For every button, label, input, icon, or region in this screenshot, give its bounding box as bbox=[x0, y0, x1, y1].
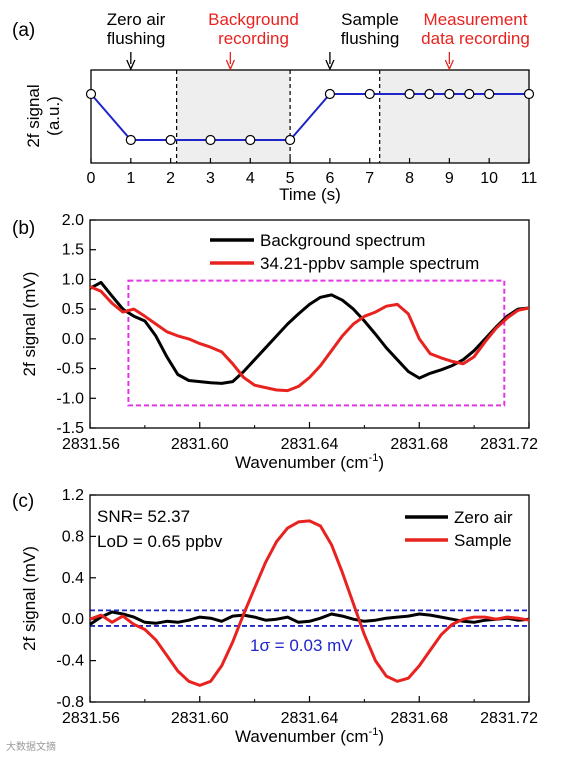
series-line-red bbox=[89, 285, 530, 393]
x-tick-label: 10 bbox=[480, 170, 498, 187]
y-axis-label-line1: 2f signal bbox=[24, 84, 43, 147]
x-axis-label: Wavenumber (cm-1) bbox=[235, 452, 384, 472]
annotation-arrow-head bbox=[444, 59, 454, 71]
y-tick-label: 0.0 bbox=[62, 331, 84, 348]
x-tick-label: 2831.56 bbox=[62, 436, 120, 453]
x-tick-label: 2831.60 bbox=[171, 436, 229, 453]
y-tick-label: 0.4 bbox=[62, 570, 84, 587]
x-tick-label: 2831.64 bbox=[281, 436, 339, 453]
data-point bbox=[284, 134, 296, 146]
annotation-arrow-head bbox=[126, 59, 136, 71]
x-axis-label-end: ) bbox=[378, 453, 384, 472]
x-tick-label: 4 bbox=[246, 170, 255, 187]
y-tick-label: 1.0 bbox=[62, 271, 84, 288]
x-axis-label-end: ) bbox=[378, 727, 384, 746]
x-tick-label: 2831.68 bbox=[390, 436, 448, 453]
x-axis-label-sup: -1 bbox=[369, 452, 379, 464]
highlight-box bbox=[127, 279, 506, 407]
annotation-zero-air-flushing: Zero air flushing bbox=[106, 10, 166, 48]
y-axis-label: 2f signal (mV) bbox=[20, 546, 39, 651]
y-tick-label: -0.5 bbox=[56, 361, 84, 378]
y-tick-label: -1.5 bbox=[56, 420, 84, 437]
data-point bbox=[85, 88, 97, 100]
x-tick-label: 5 bbox=[286, 170, 295, 187]
data-point bbox=[523, 88, 535, 100]
annotation-arrow-head bbox=[325, 59, 335, 71]
legend-label: 34.21-ppbv sample spectrum bbox=[260, 254, 479, 273]
legend-label: Sample bbox=[454, 531, 512, 550]
watermark: 大数据文摘 bbox=[6, 742, 56, 753]
x-axis-label: Time (s) bbox=[279, 185, 341, 204]
x-axis-label-main: Wavenumber (cm bbox=[235, 727, 369, 746]
panel-c-label: (c) bbox=[12, 491, 35, 512]
x-axis-label: Wavenumber (cm-1) bbox=[235, 726, 384, 746]
data-point bbox=[404, 88, 415, 100]
x-tick-label: 3 bbox=[206, 170, 215, 187]
series-line-red bbox=[89, 519, 530, 687]
lod-annotation: LoD = 0.65 ppbv bbox=[97, 532, 223, 551]
y-tick-label: 0.0 bbox=[62, 611, 84, 628]
x-tick-label: 2831.68 bbox=[390, 710, 448, 727]
x-tick-label: 2 bbox=[166, 170, 175, 187]
x-axis-label-sup: -1 bbox=[369, 726, 379, 738]
x-tick-label: 7 bbox=[365, 170, 374, 187]
x-tick-label: 2831.72 bbox=[480, 710, 538, 727]
y-tick-label: -0.8 bbox=[56, 694, 84, 711]
annotation-arrow-head bbox=[225, 59, 235, 71]
data-point bbox=[125, 134, 136, 146]
x-axis-label-main: Wavenumber (cm bbox=[235, 453, 369, 472]
y-axis-label-line2: (a.u.) bbox=[44, 96, 63, 136]
shaded-region bbox=[379, 70, 529, 163]
legend-label: Background spectrum bbox=[260, 231, 425, 250]
x-tick-label: 2831.56 bbox=[62, 710, 120, 727]
data-point bbox=[444, 88, 455, 100]
y-tick-label: 1.2 bbox=[62, 487, 84, 504]
data-point bbox=[165, 134, 176, 146]
series-line-black bbox=[89, 610, 530, 626]
y-tick-label: -1.0 bbox=[56, 390, 84, 407]
annotation-measurement-data-recording: Measurement data recording bbox=[421, 10, 530, 48]
x-tick-label: 11 bbox=[521, 170, 538, 187]
y-tick-label: 0.5 bbox=[62, 301, 84, 318]
data-point bbox=[245, 134, 256, 146]
y-tick-label: 2.0 bbox=[62, 212, 84, 229]
x-tick-label: 6 bbox=[325, 170, 334, 187]
y-tick-label: 1.5 bbox=[62, 242, 84, 259]
y-axis-label: 2f signal(a.u.) bbox=[24, 84, 63, 147]
x-tick-label: 1 bbox=[126, 170, 135, 187]
x-tick-label: 8 bbox=[405, 170, 414, 187]
data-point bbox=[364, 88, 375, 100]
legend-label: Zero air bbox=[454, 508, 513, 527]
x-tick-label: 2831.64 bbox=[281, 710, 339, 727]
x-tick-label: 0 bbox=[87, 170, 96, 187]
x-tick-label: 9 bbox=[445, 170, 454, 187]
y-axis-label: 2f signal (mV) bbox=[20, 272, 39, 377]
data-point bbox=[484, 88, 495, 100]
panel-b-label: (b) bbox=[12, 218, 36, 239]
y-tick-label: 0.8 bbox=[62, 528, 84, 545]
panel-a-label: (a) bbox=[12, 20, 36, 41]
annotation-sample-flushing: Sample flushing bbox=[340, 10, 400, 48]
snr-annotation: SNR= 52.37 bbox=[97, 507, 190, 526]
sigma-annotation: 1σ = 0.03 mV bbox=[250, 636, 353, 655]
shaded-region bbox=[176, 70, 291, 163]
data-point bbox=[424, 88, 435, 100]
data-point bbox=[324, 88, 336, 100]
y-tick-label: -0.4 bbox=[56, 653, 84, 670]
x-tick-label: 2831.60 bbox=[171, 710, 229, 727]
plot-frame bbox=[90, 69, 530, 164]
data-point bbox=[464, 88, 475, 100]
annotation-background-recording: Background recording bbox=[208, 10, 299, 48]
data-point bbox=[205, 134, 216, 146]
series-line-black bbox=[89, 280, 530, 385]
x-tick-label: 2831.72 bbox=[480, 436, 538, 453]
